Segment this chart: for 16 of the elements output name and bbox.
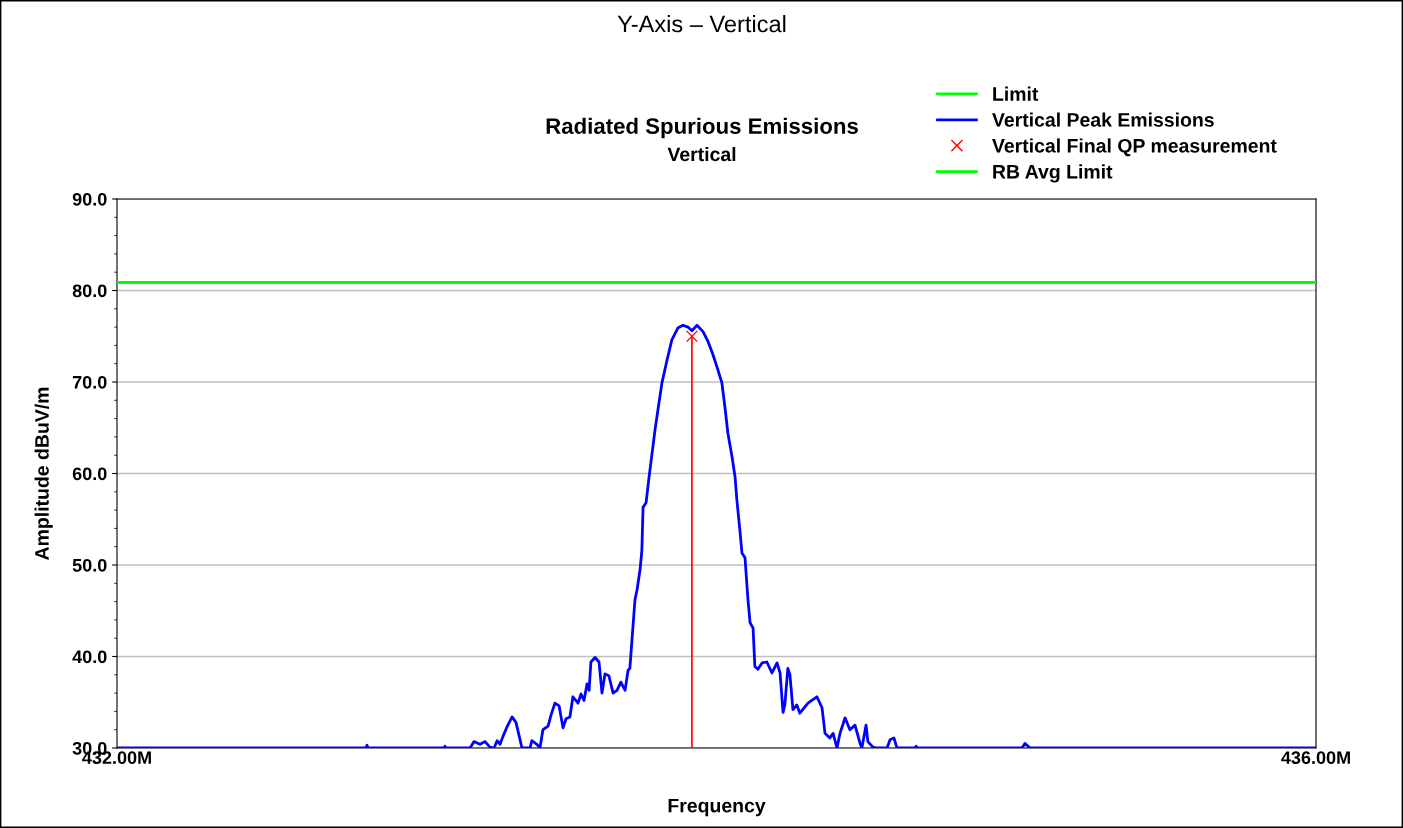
legend-label: Vertical Final QP measurement — [992, 138, 1277, 157]
y-tick-label: 60.0 — [72, 467, 107, 481]
legend-label: Vertical Peak Emissions — [992, 112, 1214, 127]
legend-label: RB Avg Limit — [993, 164, 1113, 183]
y-tick-label: 70.0 — [72, 375, 107, 389]
legend-label: Limit — [993, 86, 1039, 101]
y-axis-title: Amplitude dBuV/m — [34, 387, 53, 560]
y-tick-label: 90.0 — [72, 192, 107, 206]
y-tick-label: 40.0 — [72, 650, 107, 664]
x-tick-label: 436.00M — [1281, 751, 1350, 765]
x-axis-title: Frequency — [668, 798, 766, 817]
y-tick-label: 80.0 — [72, 284, 107, 298]
chart-title: Radiated Spurious Emissions — [546, 117, 858, 139]
y-tick-label: 50.0 — [72, 558, 107, 572]
text: Y-Axis – Vertical — [617, 15, 786, 33]
chart-subtitle: Vertical — [667, 146, 736, 162]
